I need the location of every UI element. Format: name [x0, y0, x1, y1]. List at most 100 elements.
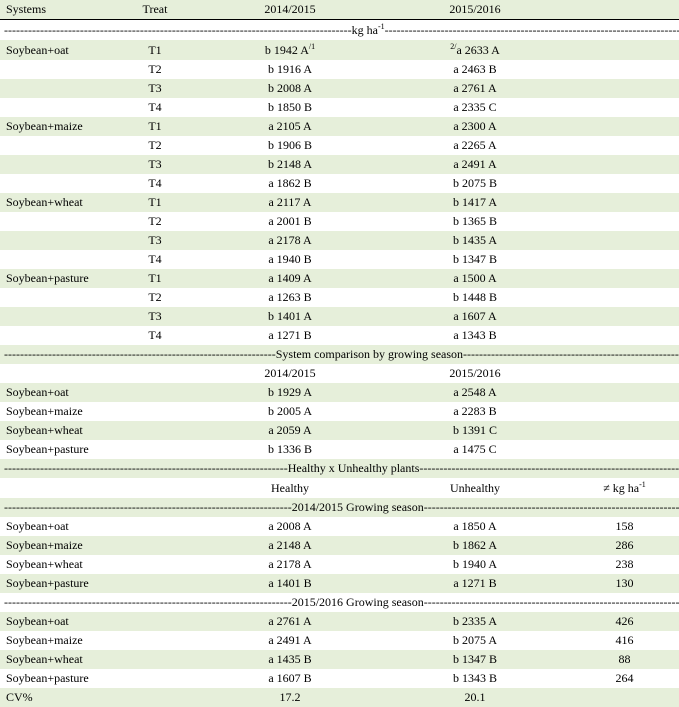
health-hdr-diff: ≠ kg ha-1	[570, 478, 679, 498]
system-cell	[0, 307, 110, 326]
health-diff: 416	[570, 631, 679, 650]
treat-cell: T4	[110, 98, 200, 117]
val-2014: b 2008 A	[200, 79, 380, 98]
sep-2015: ----------------------------------------…	[0, 593, 679, 612]
treat-cell: T2	[110, 288, 200, 307]
system-cell: Soybean+pasture	[0, 269, 110, 288]
col-2014: 2014/2015	[200, 0, 380, 20]
val-2015: b 1417 A	[380, 193, 570, 212]
val-2014: b 1916 A	[200, 60, 380, 79]
system-cell	[0, 212, 110, 231]
val-extra	[570, 136, 679, 155]
val-extra	[570, 326, 679, 345]
treat-cell: T1	[110, 117, 200, 136]
sep-system: ----------------------------------------…	[0, 345, 679, 364]
syscomp-hdr-2015: 2015/2016	[380, 364, 570, 383]
system-cell	[0, 60, 110, 79]
health-diff: 264	[570, 669, 679, 688]
health-hdr-unhealthy: Unhealthy	[380, 478, 570, 498]
val-extra	[570, 193, 679, 212]
val-2015: b 2075 B	[380, 174, 570, 193]
val-2014: b 1906 B	[200, 136, 380, 155]
syscomp-2015: b 1391 C	[380, 421, 570, 440]
health-diff: 88	[570, 650, 679, 669]
val-2015: a 2335 C	[380, 98, 570, 117]
syscomp-2015: a 2548 A	[380, 383, 570, 402]
health-healthy: a 2178 A	[200, 555, 380, 574]
system-cell	[0, 155, 110, 174]
val-extra	[570, 98, 679, 117]
val-2015: a 1343 B	[380, 326, 570, 345]
val-2014: a 2105 A	[200, 117, 380, 136]
val-2015: b 1347 B	[380, 250, 570, 269]
system-cell: Soybean+oat	[0, 383, 110, 402]
treat-cell: T2	[110, 212, 200, 231]
unit-separator: ----------------------------------------…	[0, 20, 679, 41]
system-cell: Soybean+pasture	[0, 574, 110, 593]
system-cell: Soybean+maize	[0, 117, 110, 136]
system-cell: Soybean+maize	[0, 631, 110, 650]
health-diff: 130	[570, 574, 679, 593]
col-systems: Systems	[0, 0, 110, 20]
val-2014: a 1263 B	[200, 288, 380, 307]
syscomp-2015: a 2283 B	[380, 402, 570, 421]
treat-cell: T4	[110, 174, 200, 193]
system-cell: Soybean+oat	[0, 517, 110, 536]
val-2015: a 1607 A	[380, 307, 570, 326]
val-extra	[570, 250, 679, 269]
val-extra	[570, 269, 679, 288]
treat-cell: T3	[110, 307, 200, 326]
val-extra	[570, 288, 679, 307]
health-unhealthy: a 1271 B	[380, 574, 570, 593]
val-2015: 2/a 2633 A	[380, 40, 570, 60]
val-2015: a 2300 A	[380, 117, 570, 136]
val-2014: a 1409 A	[200, 269, 380, 288]
system-cell	[0, 231, 110, 250]
system-cell: Soybean+maize	[0, 402, 110, 421]
col-extra	[570, 0, 679, 20]
system-cell	[0, 250, 110, 269]
treat-cell: T2	[110, 136, 200, 155]
treat-cell: T1	[110, 40, 200, 60]
val-2015: b 1448 B	[380, 288, 570, 307]
val-2015: a 2265 A	[380, 136, 570, 155]
val-2014: a 2178 A	[200, 231, 380, 250]
system-cell: Soybean+pasture	[0, 440, 110, 459]
val-2015: b 1435 A	[380, 231, 570, 250]
val-2015: a 2761 A	[380, 79, 570, 98]
treat-cell: T3	[110, 231, 200, 250]
val-2015: a 2463 B	[380, 60, 570, 79]
val-2014: b 1942 A/1	[200, 40, 380, 60]
val-extra	[570, 174, 679, 193]
syscomp-2014: b 1336 B	[200, 440, 380, 459]
val-extra	[570, 60, 679, 79]
health-healthy: a 1401 B	[200, 574, 380, 593]
val-extra	[570, 231, 679, 250]
health-healthy: a 2008 A	[200, 517, 380, 536]
health-healthy: a 2148 A	[200, 536, 380, 555]
health-healthy: a 2491 A	[200, 631, 380, 650]
system-cell: Soybean+wheat	[0, 555, 110, 574]
col-2015: 2015/2016	[380, 0, 570, 20]
val-2014: a 2001 B	[200, 212, 380, 231]
system-cell	[0, 98, 110, 117]
health-unhealthy: b 1940 A	[380, 555, 570, 574]
val-2015: a 2491 A	[380, 155, 570, 174]
treat-cell: T4	[110, 326, 200, 345]
system-cell: Soybean+wheat	[0, 421, 110, 440]
syscomp-2015: a 1475 C	[380, 440, 570, 459]
val-extra	[570, 155, 679, 174]
health-diff: 238	[570, 555, 679, 574]
treat-cell: T3	[110, 155, 200, 174]
cv-2014: 17.2	[200, 688, 380, 707]
val-extra	[570, 79, 679, 98]
health-unhealthy: a 1850 A	[380, 517, 570, 536]
health-hdr-healthy: Healthy	[200, 478, 380, 498]
system-cell: Soybean+maize	[0, 536, 110, 555]
val-extra	[570, 307, 679, 326]
val-2015: a 1500 A	[380, 269, 570, 288]
health-unhealthy: b 1862 A	[380, 536, 570, 555]
val-extra	[570, 117, 679, 136]
system-cell: Soybean+wheat	[0, 650, 110, 669]
system-cell: Soybean+wheat	[0, 193, 110, 212]
